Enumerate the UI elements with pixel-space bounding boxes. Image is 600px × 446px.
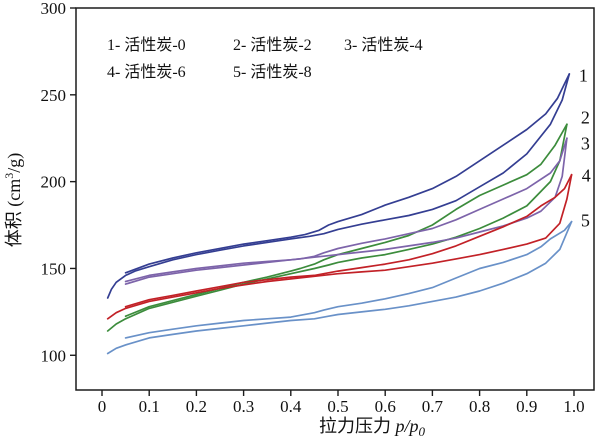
x-tick-label: 0.5 — [327, 397, 348, 416]
x-tick-label: 0.4 — [280, 397, 302, 416]
x-tick-label: 0.3 — [233, 397, 254, 416]
y-tick-label: 250 — [41, 86, 67, 105]
curve-4-adsorption — [106, 173, 573, 320]
x-tick-label: 0.6 — [375, 397, 396, 416]
legend-item-4: 4- 活性炭-6 — [107, 63, 186, 81]
legend-item-1: 1- 活性炭-0 — [107, 36, 186, 54]
curve-2-adsorption — [106, 123, 568, 332]
y-tick-label: 300 — [41, 0, 67, 18]
y-axis-title: 体积 (cm3/g) — [2, 153, 25, 247]
y-tick-label: 100 — [41, 346, 67, 365]
curve-5-adsorption — [106, 220, 573, 355]
curve-end-label-3: 3 — [581, 133, 590, 153]
curve-end-label-4: 4 — [582, 166, 591, 186]
x-tick-label: 0 — [98, 397, 107, 416]
curve-end-label-5: 5 — [581, 211, 590, 231]
x-tick-label: 0.9 — [516, 397, 537, 416]
y-tick-label: 200 — [41, 173, 67, 192]
x-tick-label: 0.2 — [186, 397, 207, 416]
curve-end-label-2: 2 — [581, 107, 590, 127]
x-tick-label: 0.8 — [469, 397, 490, 416]
curve-1-adsorption — [106, 73, 571, 299]
curve-1-desorption — [124, 73, 571, 274]
y-tick-label: 150 — [41, 259, 67, 278]
curve-3-desorption — [124, 137, 568, 283]
legend-item-3: 3- 活性炭-4 — [344, 36, 423, 54]
curve-4-desorption — [124, 173, 573, 308]
x-tick-label: 0.1 — [139, 397, 160, 416]
legend-item-5: 5- 活性炭-8 — [233, 63, 312, 81]
plot-frame — [75, 7, 595, 391]
curve-end-label-1: 1 — [579, 66, 588, 86]
x-tick-label: 1.0 — [563, 397, 584, 416]
legend-item-2: 2- 活性炭-2 — [233, 36, 312, 54]
x-tick-label: 0.7 — [422, 397, 444, 416]
curve-5-desorption — [124, 220, 573, 339]
curve-3-adsorption — [124, 137, 568, 285]
x-axis-title: 拉力压力 p/p0 — [319, 416, 426, 439]
